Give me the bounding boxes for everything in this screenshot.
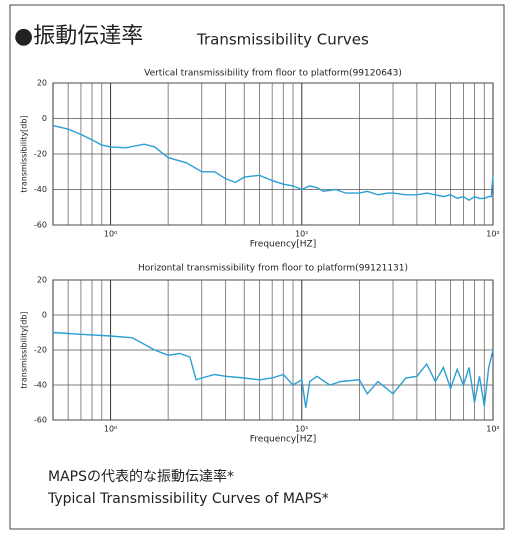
x-tick-label: 10² (486, 425, 499, 434)
y-tick-label: 20 (37, 79, 47, 88)
chart-title: Horizontal transmissibility from floor t… (138, 264, 408, 274)
y-tick-label: 0 (42, 311, 47, 320)
page-frame (9, 4, 505, 530)
y-axis-label: transmissibility[db] (20, 115, 29, 192)
y-tick-label: 20 (37, 276, 47, 285)
x-tick-label: 10² (486, 230, 499, 239)
x-axis-label: Frequency[HZ] (250, 240, 316, 250)
x-axis-label: Frequency[HZ] (250, 435, 316, 445)
y-tick-label: -60 (34, 416, 47, 425)
header-subtitle: Transmissibility Curves (196, 31, 369, 49)
y-tick-label: -20 (34, 150, 47, 159)
y-tick-label: -60 (34, 221, 47, 230)
data-line (52, 124, 494, 202)
y-tick-label: -20 (34, 346, 47, 355)
x-tick-label: 10⁰ (104, 425, 117, 434)
x-tick-label: 10⁰ (104, 230, 117, 239)
y-tick-label: -40 (34, 185, 47, 194)
y-axis-label: transmissibility[db] (20, 311, 29, 388)
footer-line: Typical Transmissibility Curves of MAPS* (47, 491, 329, 507)
x-tick-label: 10¹ (295, 425, 308, 434)
header-title: ●振動伝達率 (14, 24, 143, 49)
y-tick-label: -40 (34, 381, 47, 390)
data-line (52, 331, 494, 408)
footer-line: MAPSの代表的な振動伝達率* (48, 468, 234, 485)
chart-title: Vertical transmissibility from floor to … (144, 69, 402, 79)
x-tick-label: 10¹ (295, 230, 308, 239)
y-tick-label: 0 (42, 114, 47, 123)
